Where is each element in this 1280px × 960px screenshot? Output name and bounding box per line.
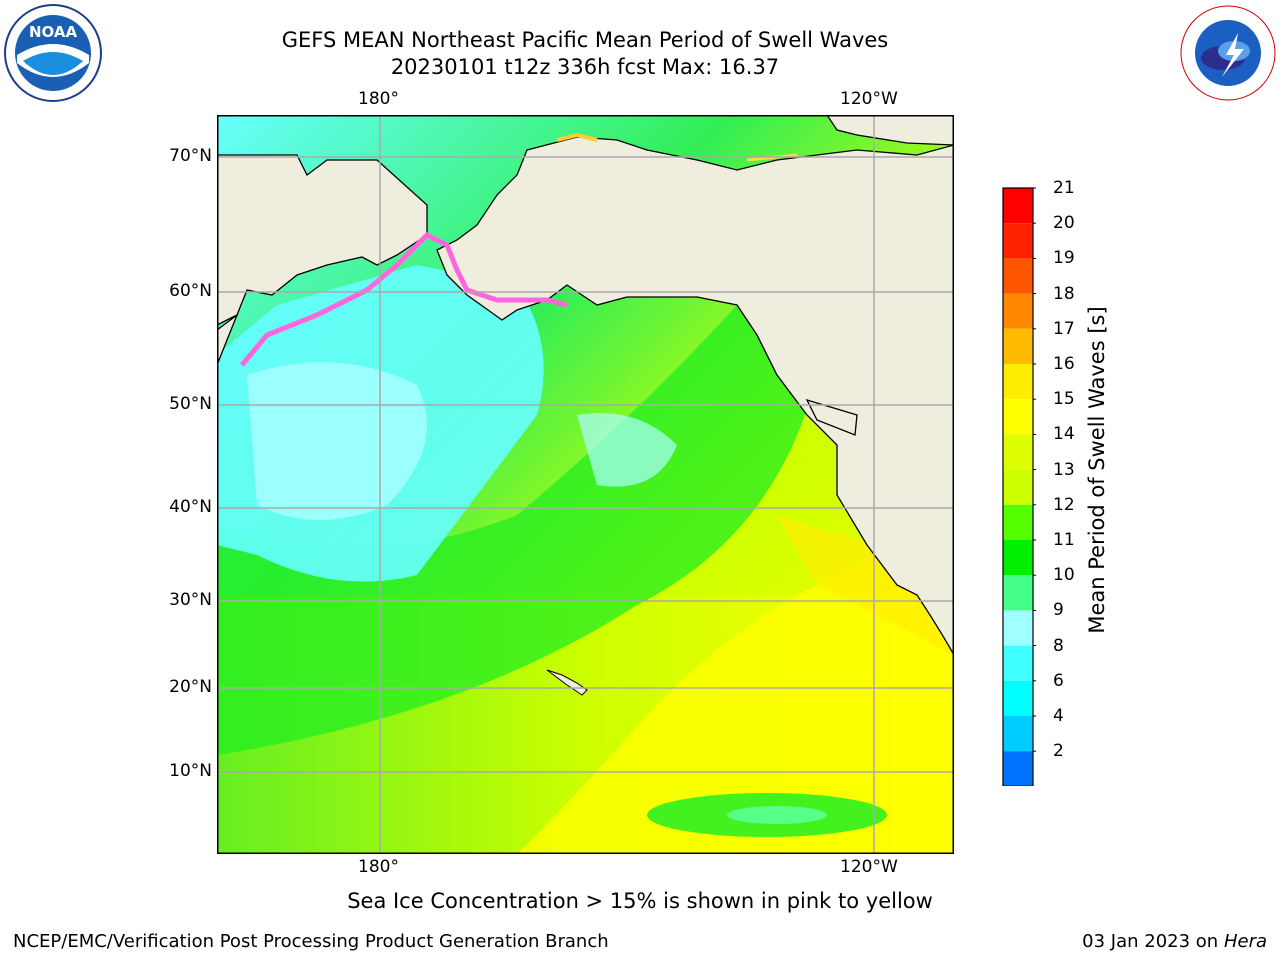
lon-tick-top-180: 180° xyxy=(358,89,399,109)
lon-tick-top-120w: 120°W xyxy=(840,89,898,109)
colorbar-tick-label: 15 xyxy=(1053,389,1075,410)
colorbar-frame xyxy=(1002,187,1034,786)
colorbar-scale xyxy=(1001,187,1036,786)
sea-ice-note: Sea Ice Concentration > 15% is shown in … xyxy=(347,889,933,913)
colorbar-segment xyxy=(1003,364,1033,400)
colorbar-segment xyxy=(1003,399,1033,435)
colorbar-tick-label: 18 xyxy=(1053,283,1075,304)
colorbar-tick-label: 20 xyxy=(1053,213,1075,234)
lat-tick-10n: 10°N xyxy=(169,761,212,781)
colorbar-tick-label: 8 xyxy=(1053,635,1064,656)
colorbar-segment xyxy=(1003,680,1033,716)
colorbar-segment xyxy=(1003,293,1033,329)
colorbar-segment xyxy=(1003,610,1033,646)
colorbar-segment xyxy=(1003,469,1033,505)
credit-text: NCEP/EMC/Verification Post Processing Pr… xyxy=(13,931,609,952)
colorbar-tick-label: 21 xyxy=(1053,178,1075,198)
lon-tick-bottom-120w: 120°W xyxy=(840,857,898,877)
lat-tick-70n: 70°N xyxy=(169,146,212,166)
colorbar-segment xyxy=(1003,223,1033,259)
noaa-logo: NOAA xyxy=(3,3,103,103)
lat-tick-60n: 60°N xyxy=(169,281,212,301)
map-panel xyxy=(217,115,954,854)
stamp-host: Hera xyxy=(1223,931,1267,952)
land-masses xyxy=(217,115,954,657)
colorbar-tick-label: 19 xyxy=(1053,248,1075,269)
lat-tick-40n: 40°N xyxy=(169,497,212,517)
map-subtitle: 20230101 t12z 336h fcst Max: 16.37 xyxy=(390,55,780,79)
colorbar-segment xyxy=(1003,328,1033,364)
colorbar-tick-label: 6 xyxy=(1053,670,1064,691)
colorbar-segment xyxy=(1003,540,1033,576)
graticule xyxy=(217,115,954,854)
colorbar-segment xyxy=(1003,434,1033,470)
colorbar-segment xyxy=(1003,716,1033,752)
map-title: GEFS MEAN Northeast Pacific Mean Period … xyxy=(281,28,889,52)
lon-tick-bottom-180: 180° xyxy=(358,857,399,877)
colorbar-segment xyxy=(1003,504,1033,540)
colorbar-tick-label: 12 xyxy=(1053,494,1075,515)
lat-tick-30n: 30°N xyxy=(169,590,212,610)
svg-text:NOAA: NOAA xyxy=(29,23,78,41)
date-stamp: 03 Jan 2023 on Hera xyxy=(1082,931,1267,952)
colorbar-tick-label: 16 xyxy=(1053,354,1075,374)
colorbar-segment xyxy=(1003,188,1033,224)
colorbar-segment xyxy=(1003,575,1033,611)
colorbar-segment xyxy=(1003,645,1033,681)
colorbar-tick-label: 4 xyxy=(1053,706,1064,726)
colorbar-tick-label: 17 xyxy=(1053,318,1075,339)
colorbar-tick-label: 9 xyxy=(1053,600,1064,621)
colorbar-label: Mean Period of Swell Waves [s] xyxy=(1085,306,1109,634)
nws-logo xyxy=(1178,3,1278,103)
colorbar-tick-label: 2 xyxy=(1053,741,1064,762)
colorbar xyxy=(1000,186,1036,786)
lat-tick-20n: 20°N xyxy=(169,677,212,697)
stamp-date: 03 Jan 2023 on xyxy=(1082,931,1219,952)
colorbar-tick-label: 14 xyxy=(1053,424,1075,445)
colorbar-tick-label: 10 xyxy=(1053,565,1075,586)
swell-period-field xyxy=(217,115,954,854)
colorbar-segment xyxy=(1003,751,1033,786)
lat-tick-50n: 50°N xyxy=(169,394,212,414)
colorbar-tick-label: 13 xyxy=(1053,459,1075,480)
colorbar-tick-label: 11 xyxy=(1053,530,1075,550)
colorbar-segment xyxy=(1003,258,1033,294)
